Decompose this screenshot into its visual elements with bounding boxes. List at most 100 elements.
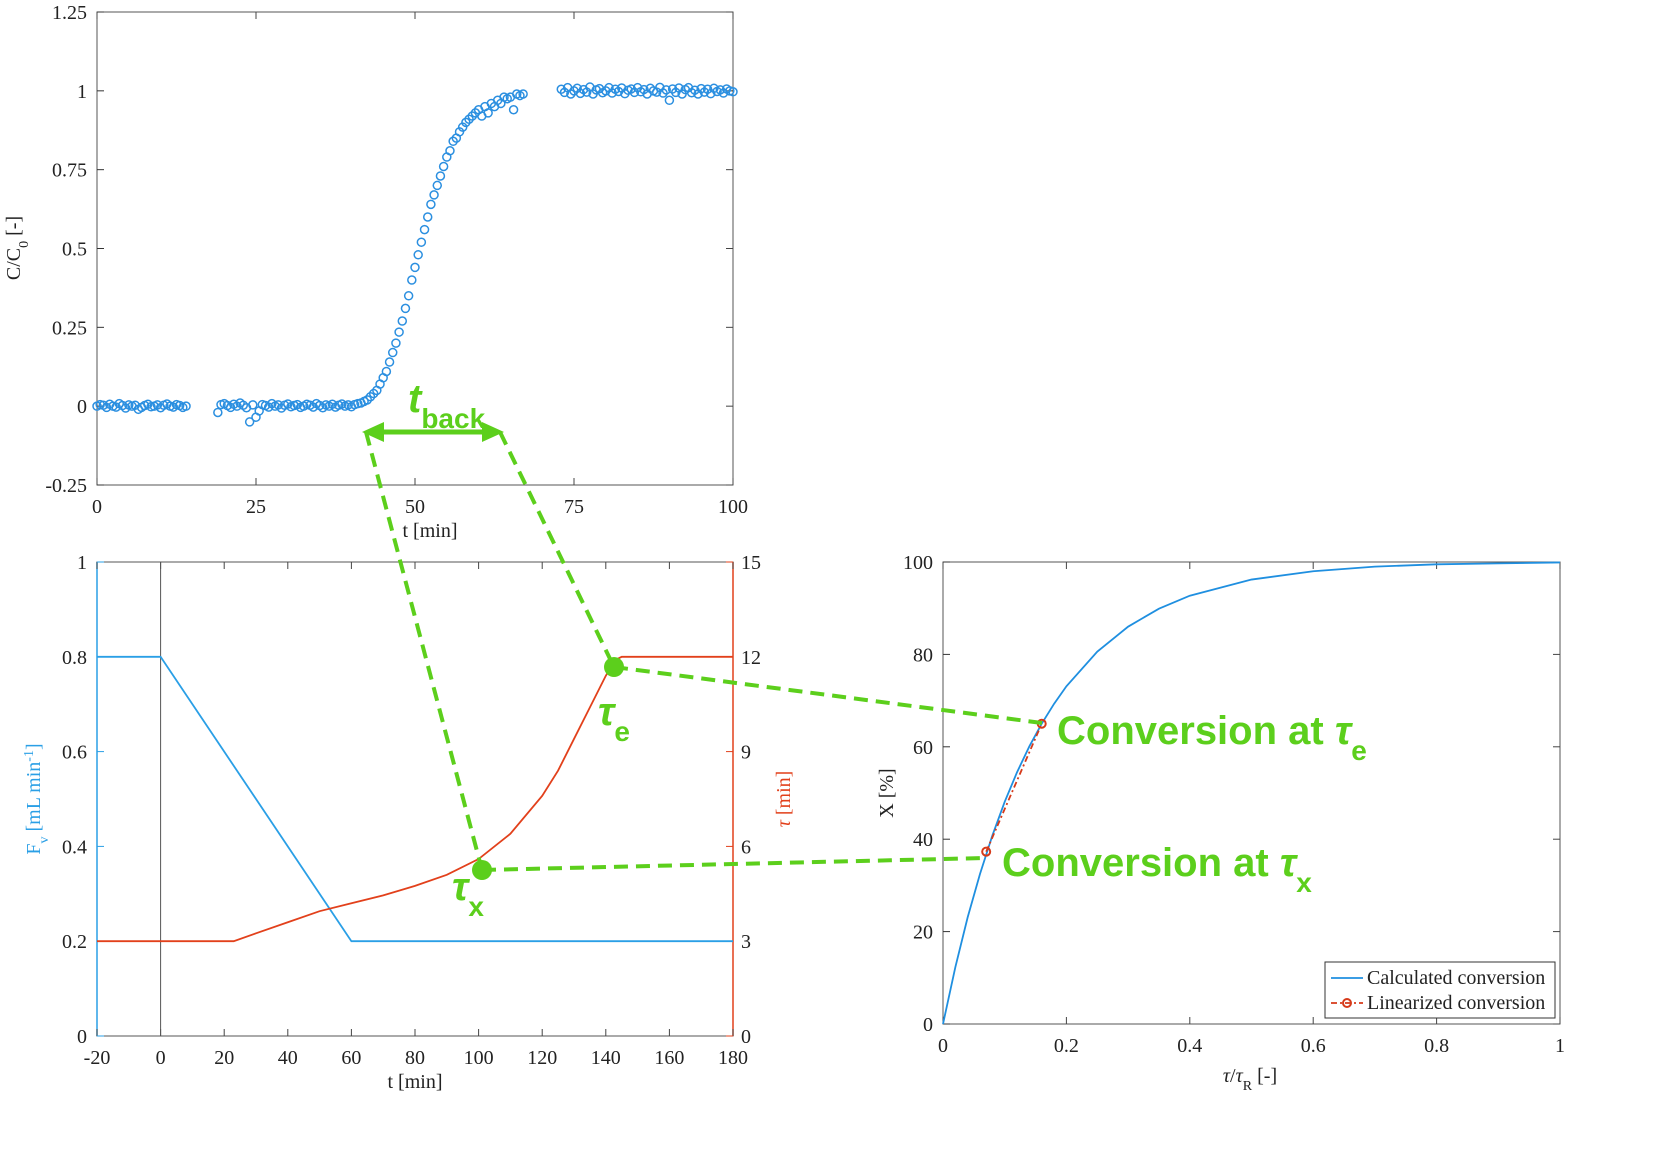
data-point	[454, 127, 465, 137]
line	[942, 561, 1561, 1025]
data-point	[419, 224, 430, 235]
arrow-head	[482, 422, 504, 442]
data-point	[518, 89, 528, 99]
data-point	[391, 338, 401, 348]
data-point	[410, 262, 420, 273]
y-tick-label: 0.5	[62, 239, 87, 261]
x-tick-label: 75	[564, 496, 584, 518]
data-point	[416, 237, 427, 247]
data-point	[457, 122, 468, 132]
data-point	[426, 199, 436, 210]
y2-tick-label: 0	[741, 1026, 751, 1048]
y2-tick-label: 6	[741, 836, 751, 858]
x-tick-label: 0	[938, 1035, 948, 1057]
data-point	[601, 86, 611, 96]
annotation: Conversion at τe	[1057, 709, 1367, 766]
text-part: e	[614, 716, 630, 747]
y2-tick-label: 12	[741, 647, 761, 669]
text-part: τ	[452, 865, 471, 909]
data-point	[273, 400, 284, 410]
text-part: τ	[1335, 709, 1354, 753]
x-tick-label: 160	[654, 1047, 684, 1069]
arrow-head	[362, 422, 384, 442]
data-point	[120, 403, 131, 413]
y-tick-label: 0.2	[62, 931, 87, 953]
x-axis-label: τ/τR [-]	[1223, 1065, 1277, 1094]
line	[985, 723, 1043, 853]
data-point	[381, 366, 392, 377]
data-point	[658, 88, 668, 98]
data-point	[566, 89, 576, 99]
x-tick-label: 140	[591, 1047, 621, 1069]
annotation: τx	[452, 865, 484, 922]
data-point	[664, 95, 675, 106]
annotation: tback	[408, 377, 486, 434]
y-tick-label: 0	[77, 1026, 87, 1048]
data-point	[432, 180, 443, 191]
y-tick-label: 0.6	[62, 742, 87, 764]
text-part: [mL min	[23, 762, 45, 837]
y-tick-label: 60	[913, 737, 933, 759]
x-tick-label: 0.6	[1301, 1035, 1326, 1057]
text-part: C/C	[3, 248, 25, 280]
data-point	[422, 212, 433, 222]
connector	[613, 665, 1043, 725]
plot-area	[942, 561, 1561, 1025]
y-tick-label: 0.8	[62, 647, 87, 669]
y-axis-label: Fv [mL min-1]	[22, 743, 52, 854]
y-tick-label: 1	[77, 552, 87, 574]
data-point	[101, 402, 112, 413]
data-point	[445, 145, 455, 156]
y-tick-label: 80	[913, 644, 933, 666]
text-part: t	[408, 377, 423, 421]
connector	[481, 856, 987, 872]
text-part: x	[468, 891, 484, 922]
data-point	[403, 291, 414, 301]
data-point	[394, 327, 404, 337]
data-point	[728, 87, 738, 97]
data-point	[368, 388, 379, 399]
legend-label: Calculated conversion	[1367, 967, 1545, 989]
data-point	[981, 846, 992, 857]
x-tick-label: 180	[718, 1047, 748, 1069]
y2-tick-label: 9	[741, 742, 751, 764]
x-tick-label: 60	[341, 1047, 361, 1069]
x-tick-label: 120	[527, 1047, 557, 1069]
x-tick-label: 100	[464, 1047, 494, 1069]
y-tick-label: 40	[913, 829, 933, 851]
data-point	[559, 87, 570, 98]
y-tick-label: 0	[923, 1014, 933, 1036]
text-part: v	[37, 837, 52, 844]
y2-tick-label: 15	[741, 552, 761, 574]
data-point	[232, 401, 242, 411]
data-point	[556, 84, 567, 95]
x-tick-label: 25	[246, 496, 266, 518]
data-point	[461, 117, 471, 128]
data-point	[365, 391, 376, 402]
data-point	[629, 87, 640, 98]
marker-dot	[472, 860, 492, 880]
annotation: τe	[598, 690, 630, 747]
data-point	[400, 303, 411, 314]
y-tick-label: 0.4	[62, 836, 87, 858]
x-tick-label: 20	[214, 1047, 234, 1069]
text-part: ]	[23, 743, 45, 750]
text-part: back	[421, 403, 485, 434]
y-tick-label: -0.25	[45, 475, 87, 497]
y-axis-label: X [%]	[876, 768, 898, 817]
x-tick-label: 1	[1555, 1035, 1565, 1057]
data-point	[181, 401, 191, 411]
y-tick-label: 100	[903, 552, 933, 574]
data-point	[225, 402, 236, 413]
data-point	[508, 105, 519, 115]
y-tick-label: 1.25	[52, 2, 87, 24]
text-part: x	[1296, 867, 1312, 898]
text-part: [-]	[3, 216, 25, 241]
connector	[364, 431, 484, 871]
data-point	[438, 161, 449, 172]
text-part: τ	[1236, 1065, 1244, 1087]
data-point	[397, 316, 408, 326]
y-axis-label: C/C0 [-]	[3, 216, 32, 280]
data-point	[435, 171, 446, 181]
